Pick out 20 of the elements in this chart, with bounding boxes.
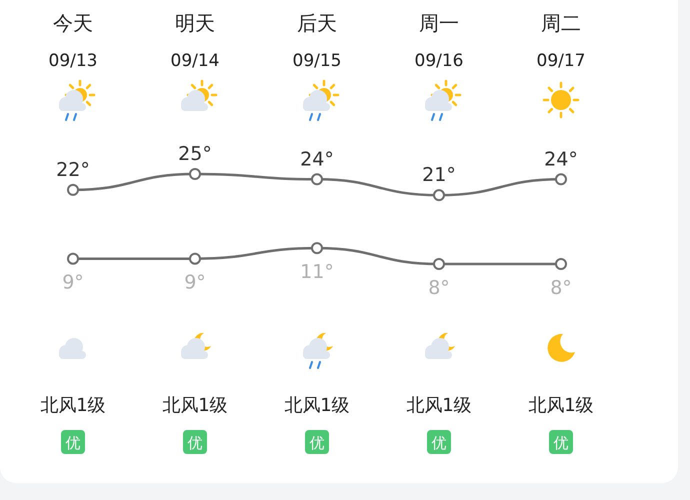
text: 北风1级 (528, 395, 594, 416)
data-label: 9° (62, 272, 84, 294)
data-label: 8° (428, 277, 450, 299)
data-label: 8° (550, 277, 572, 299)
text: 优 (66, 434, 80, 452)
data-label: 25° (178, 143, 212, 165)
data-label: 24° (544, 148, 578, 170)
data-label: 9° (184, 272, 206, 294)
text: 北风1级 (406, 395, 472, 416)
text: 北风1级 (162, 395, 228, 416)
data-label: 24° (300, 148, 334, 170)
data-label: 21° (422, 164, 456, 186)
text: 北风1级 (40, 395, 106, 416)
data-label: 22° (56, 158, 90, 181)
text: 优 (310, 434, 324, 452)
text: 北风1级 (284, 395, 350, 416)
text: 优 (432, 434, 446, 452)
text: 优 (188, 434, 202, 452)
text: 优 (554, 434, 568, 452)
data-label: 11° (300, 261, 334, 284)
